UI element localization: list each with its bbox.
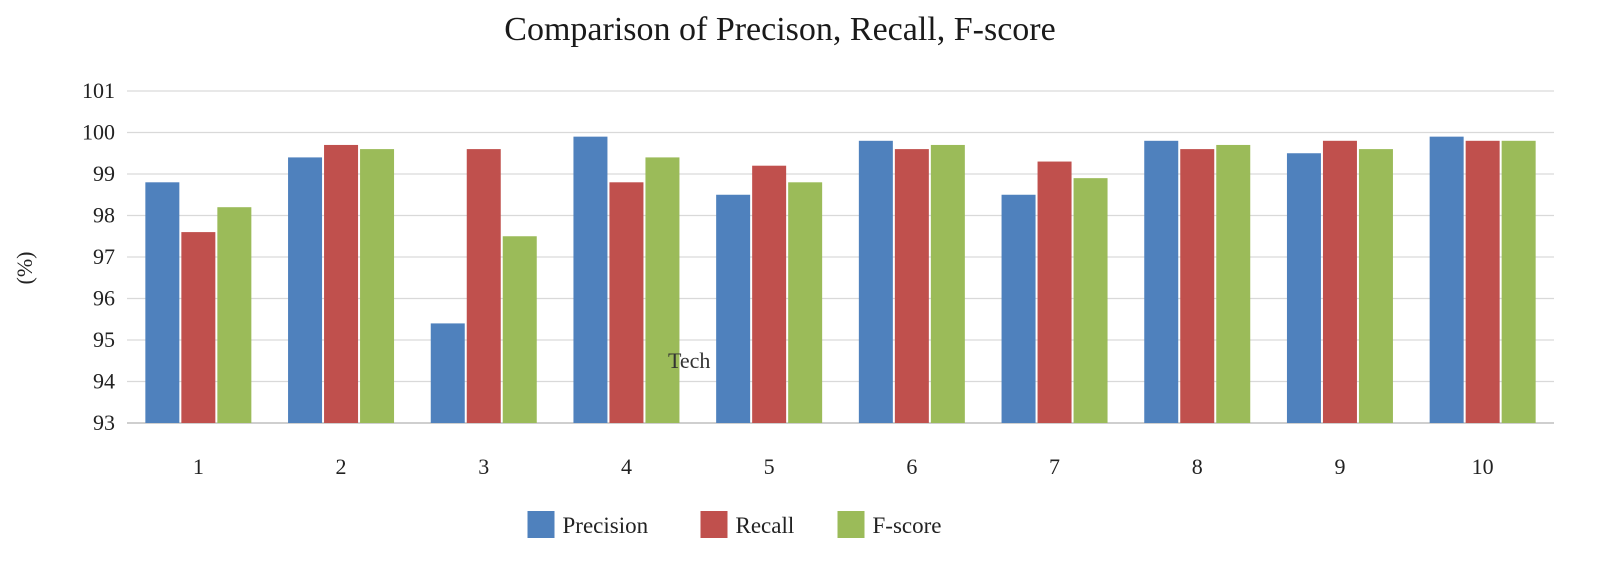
x-tick-label: 8 xyxy=(1192,454,1203,479)
bar-f-score-7 xyxy=(1073,178,1108,423)
x-tick-label: 1 xyxy=(193,454,204,479)
legend-label: Precision xyxy=(563,513,649,538)
bar-precision-4 xyxy=(573,136,608,423)
bar-recall-10 xyxy=(1465,140,1500,424)
y-tick-label: 98 xyxy=(93,203,115,228)
bar-f-score-2 xyxy=(360,149,395,423)
legend-item-f-score: F-score xyxy=(837,511,942,538)
y-tick-label: 100 xyxy=(82,120,115,145)
legend-label: F-score xyxy=(873,513,942,538)
bar-precision-3 xyxy=(430,323,465,423)
bar-recall-6 xyxy=(894,149,929,423)
bar-recall-8 xyxy=(1180,149,1215,423)
bar-f-score-1 xyxy=(217,207,252,423)
bars xyxy=(145,136,1536,424)
y-axis-ticks: 93 94 95 96 97 98 99 100 101 xyxy=(82,78,115,435)
x-tick-label: 7 xyxy=(1049,454,1060,479)
y-tick-label: 97 xyxy=(93,244,115,269)
bar-recall-7 xyxy=(1037,161,1072,424)
bar-recall-4 xyxy=(609,182,644,423)
x-tick-label: 2 xyxy=(336,454,347,479)
bar-f-score-10 xyxy=(1501,140,1536,424)
bar-f-score-3 xyxy=(502,236,537,423)
legend-swatch xyxy=(700,511,728,538)
x-tick-label: 4 xyxy=(621,454,632,479)
x-tick-label: 10 xyxy=(1472,454,1494,479)
bar-precision-7 xyxy=(1001,194,1036,423)
bar-recall-9 xyxy=(1322,140,1357,424)
chart-title: Comparison of Precison, Recall, F-score xyxy=(504,11,1055,48)
bar-recall-1 xyxy=(181,232,216,423)
y-tick-label: 95 xyxy=(93,327,115,352)
bar-recall-2 xyxy=(324,144,359,423)
x-tick-label: 6 xyxy=(906,454,917,479)
bar-f-score-4 xyxy=(645,157,680,423)
legend-swatch xyxy=(837,511,865,538)
bar-precision-8 xyxy=(1144,140,1179,424)
y-tick-label: 99 xyxy=(93,161,115,186)
bar-precision-2 xyxy=(288,157,323,423)
bar-f-score-6 xyxy=(930,144,965,423)
legend: Precision Recall F-score xyxy=(527,511,942,538)
bar-f-score-5 xyxy=(788,182,823,423)
y-axis-label: (%) xyxy=(12,252,37,285)
bar-recall-3 xyxy=(466,149,501,423)
y-tick-label: 94 xyxy=(93,369,115,394)
bar-f-score-9 xyxy=(1358,149,1393,423)
x-axis-ticks: 1 2 3 4 5 6 7 8 9 10 xyxy=(193,454,1494,479)
legend-label: Recall xyxy=(736,513,795,538)
bar-precision-6 xyxy=(858,140,893,424)
y-tick-label: 96 xyxy=(93,286,115,311)
bar-precision-1 xyxy=(145,182,180,423)
y-tick-label: 93 xyxy=(93,410,115,435)
bar-f-score-8 xyxy=(1216,144,1251,423)
bar-precision-9 xyxy=(1286,153,1321,423)
legend-item-recall: Recall xyxy=(700,511,795,538)
bar-precision-5 xyxy=(716,194,751,423)
x-tick-label: 3 xyxy=(478,454,489,479)
bar-precision-10 xyxy=(1429,136,1464,423)
y-tick-label: 101 xyxy=(82,78,115,103)
legend-item-precision: Precision xyxy=(527,511,649,538)
bar-recall-5 xyxy=(752,165,787,423)
x-tick-label: 9 xyxy=(1334,454,1345,479)
x-tick-label: 5 xyxy=(764,454,775,479)
overlay-text: Tech xyxy=(668,348,710,373)
legend-swatch xyxy=(527,511,555,538)
